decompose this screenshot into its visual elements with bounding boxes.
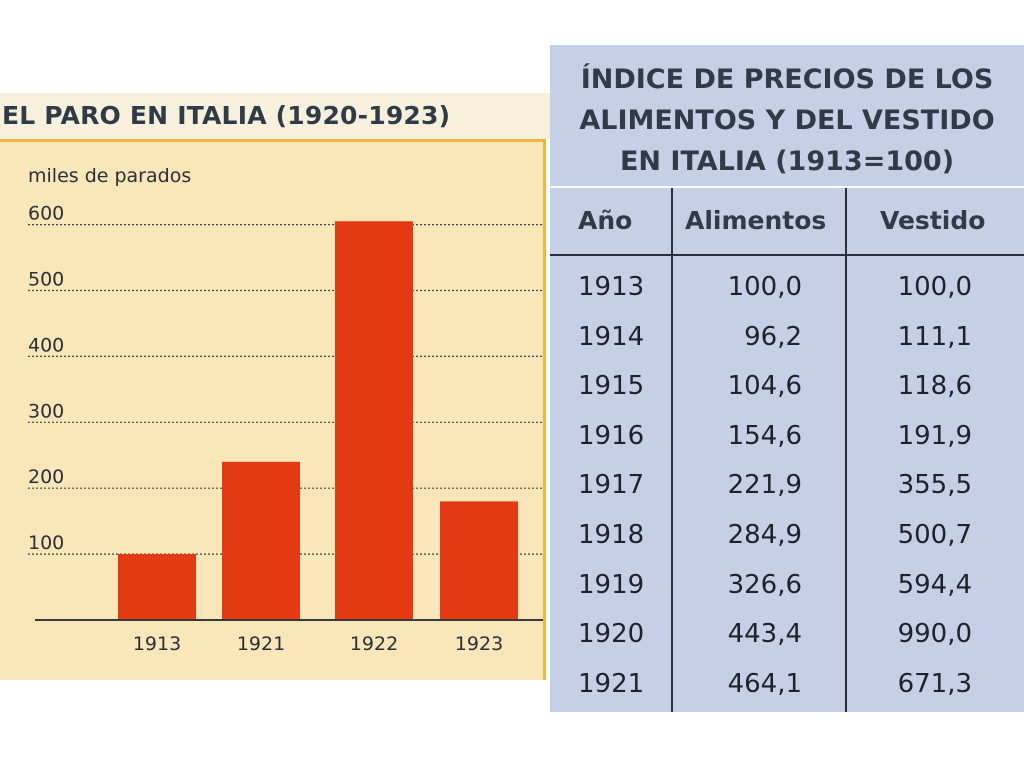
cell-food: 154,6 — [727, 420, 802, 451]
cell-food: 443,4 — [727, 619, 802, 650]
table-title: ÍNDICE DE PRECIOS DE LOS ALIMENTOS Y DEL… — [550, 59, 1024, 182]
column-divider — [671, 188, 673, 712]
y-tick-label: 400 — [28, 334, 64, 356]
cell-food: 96,2 — [744, 321, 802, 352]
y-tick-labels: 100 200 300 400 500 600 — [28, 203, 64, 554]
cell-year: 1916 — [578, 420, 645, 451]
column-divider — [845, 188, 847, 712]
table-row: 1915 104,6 118,6 — [550, 365, 1024, 415]
cell-food: 104,6 — [727, 371, 802, 402]
cell-clothing: 990,0 — [897, 619, 972, 650]
bar-1921 — [222, 461, 300, 620]
y-axis-label: miles de parados — [28, 165, 191, 187]
cell-year: 1919 — [578, 569, 645, 600]
bar-1923 — [440, 501, 518, 620]
bars — [118, 221, 518, 620]
table-row: 1919 326,6 594,4 — [550, 564, 1024, 614]
table-row: 1921 464,1 671,3 — [550, 663, 1024, 713]
table-body: 1913 100,0 100,0 1914 96,2 111,1 1915 10… — [550, 266, 1024, 712]
table-row: 1920 443,4 990,0 — [550, 613, 1024, 663]
table-row: 1914 96,2 111,1 — [550, 316, 1024, 366]
cell-year: 1920 — [578, 619, 645, 650]
table-title-line-2: ALIMENTOS Y DEL VESTIDO — [579, 105, 995, 136]
cell-clothing: 594,4 — [897, 569, 972, 600]
cell-year: 1915 — [578, 371, 645, 402]
bar-chart-panel: EL PARO EN ITALIA (1920-1923) miles de p… — [0, 93, 550, 680]
cell-clothing: 355,5 — [897, 470, 972, 501]
cell-food: 464,1 — [727, 668, 802, 699]
header-divider — [550, 254, 1024, 256]
price-index-table: Año Alimentos Vestido 1913 100,0 100,0 1… — [550, 186, 1024, 712]
bar-chart-title: EL PARO EN ITALIA (1920-1923) — [2, 101, 451, 130]
bar-chart-frame: miles de parados 100 200 300 400 500 600 1913… — [0, 139, 546, 680]
cell-food: 100,0 — [727, 272, 802, 302]
table-row: 1916 154,6 191,9 — [550, 415, 1024, 465]
y-tick-label: 600 — [28, 203, 64, 225]
y-tick-label: 100 — [28, 532, 64, 554]
bar-1922 — [335, 221, 413, 620]
x-tick-label: 1921 — [237, 633, 285, 655]
price-index-table-panel: ÍNDICE DE PRECIOS DE LOS ALIMENTOS Y DEL… — [550, 45, 1024, 712]
cell-clothing: 100,0 — [897, 272, 972, 302]
y-tick-label: 300 — [28, 400, 64, 422]
cell-clothing: 500,7 — [897, 519, 972, 550]
bar-chart: miles de parados 100 200 300 400 500 600 1913… — [28, 165, 543, 655]
y-tick-label: 500 — [28, 269, 64, 291]
bar-chart-title-strip: EL PARO EN ITALIA (1920-1923) — [0, 93, 550, 139]
table-title-line-3: EN ITALIA (1913=100) — [619, 146, 955, 177]
table-row: 1918 284,9 500,7 — [550, 514, 1024, 564]
y-tick-label: 200 — [28, 466, 64, 488]
cell-year: 1921 — [578, 668, 645, 699]
x-tick-label: 1922 — [350, 633, 398, 655]
table-title-line-1: ÍNDICE DE PRECIOS DE LOS — [580, 64, 994, 95]
column-header-year: Año — [578, 206, 633, 235]
column-header-food: Alimentos — [685, 206, 827, 235]
x-tick-label: 1913 — [133, 633, 181, 655]
column-header-clothing: Vestido — [880, 206, 986, 235]
table-row: 1913 100,0 100,0 — [550, 266, 1024, 316]
cell-clothing: 118,6 — [897, 371, 972, 402]
cell-food: 221,9 — [727, 470, 802, 501]
bar-1913 — [118, 554, 196, 620]
cell-clothing: 111,1 — [897, 321, 972, 352]
cell-food: 326,6 — [727, 569, 802, 600]
x-tick-label: 1923 — [455, 633, 503, 655]
cell-clothing: 191,9 — [897, 420, 972, 451]
cell-year: 1913 — [578, 272, 645, 302]
cell-clothing: 671,3 — [897, 668, 972, 699]
cell-year: 1914 — [578, 321, 645, 352]
cell-year: 1918 — [578, 519, 645, 550]
cell-food: 284,9 — [727, 519, 802, 550]
cell-year: 1917 — [578, 470, 645, 501]
x-tick-labels: 1913 1921 1922 1923 — [133, 633, 503, 655]
table-row: 1917 221,9 355,5 — [550, 464, 1024, 514]
